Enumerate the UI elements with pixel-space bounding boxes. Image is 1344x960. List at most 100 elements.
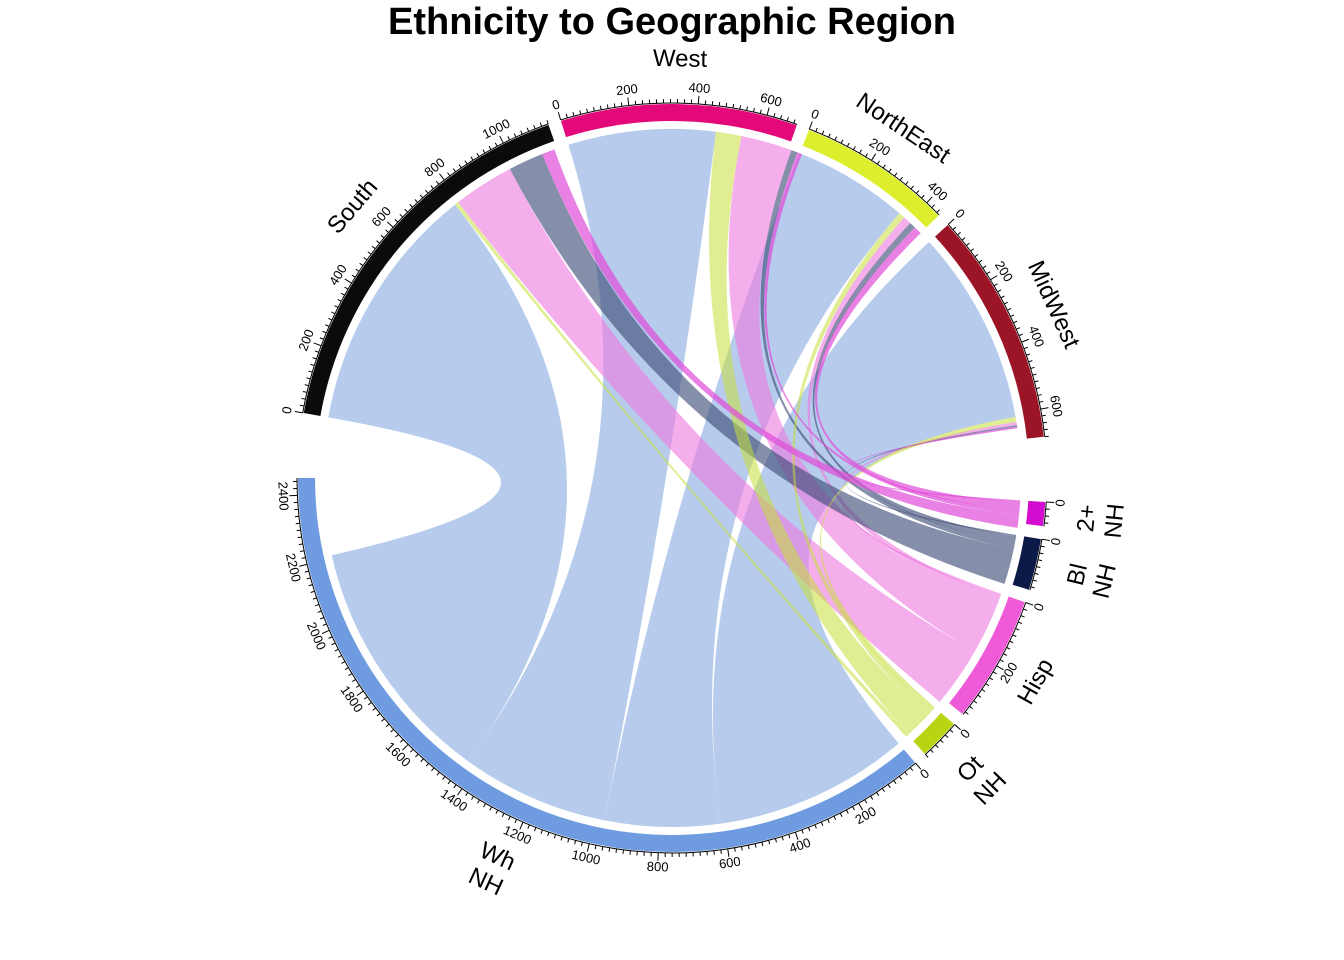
tick-minor <box>807 827 811 832</box>
tick-minor <box>381 718 385 722</box>
chord-hisp-to-west <box>728 135 998 652</box>
tick-minor <box>533 827 537 832</box>
tick-label: 600 <box>759 90 784 110</box>
chart-title: Ethnicity to Geographic Region <box>388 1 956 43</box>
tick-minor <box>1039 552 1044 555</box>
sector-2plus-nh: 0 2+NH <box>1026 499 1130 539</box>
sector-arc-hisp <box>949 596 1025 714</box>
tick-minor <box>970 248 975 252</box>
tick-minor <box>328 317 333 321</box>
tick-minor <box>898 775 903 780</box>
sector-axis-south <box>302 123 549 413</box>
tick-major <box>947 218 955 225</box>
sector-label-west: West <box>653 45 708 73</box>
tick-minor <box>310 363 315 366</box>
tick-minor <box>1032 373 1037 376</box>
tick-minor <box>495 809 499 814</box>
tick-minor <box>973 700 978 704</box>
tick-minor <box>828 133 831 138</box>
tick-label: 400 <box>326 262 350 288</box>
tick-major <box>1025 602 1034 606</box>
tick-minor <box>304 384 309 387</box>
tick-minor <box>935 744 939 749</box>
tick-major <box>386 221 394 228</box>
tick-minor <box>925 754 929 758</box>
tick-minor <box>718 101 721 107</box>
tick-minor <box>297 536 302 539</box>
tick-label: 2400 <box>275 481 291 511</box>
tick-minor <box>1007 308 1012 311</box>
tick-minor <box>337 654 342 658</box>
tick-minor <box>1036 387 1041 390</box>
sector-arc-west <box>560 104 797 142</box>
tick-label: 0 <box>917 766 932 782</box>
tick-minor <box>470 156 474 161</box>
tick-minor <box>930 749 934 753</box>
tick-major <box>356 690 364 697</box>
tick-minor <box>993 283 998 287</box>
tick-minor <box>1042 421 1047 424</box>
tick-major <box>1046 501 1055 504</box>
tick-minor <box>306 577 311 580</box>
tick-minor <box>363 696 368 700</box>
tick-minor <box>572 112 575 117</box>
tick-minor <box>1034 572 1039 575</box>
tick-minor <box>322 330 327 334</box>
tick-minor <box>1037 559 1042 562</box>
tick-minor <box>1013 320 1018 324</box>
tick-minor <box>322 623 327 626</box>
tick-minor <box>940 739 944 744</box>
tick-label: 400 <box>688 80 711 96</box>
tick-minor <box>540 829 543 834</box>
tick-minor <box>430 185 434 190</box>
tick-minor <box>363 257 368 261</box>
tick-minor <box>344 667 349 671</box>
tick-minor <box>425 189 429 194</box>
tick-minor <box>399 213 404 218</box>
tick-minor <box>580 842 583 847</box>
tick-minor <box>325 324 330 327</box>
chord-ot-nh-to-west <box>709 131 928 735</box>
tick-minor <box>820 821 824 826</box>
tick-minor <box>560 836 563 841</box>
tick-major <box>294 411 303 414</box>
tick-minor <box>801 829 804 834</box>
tick-minor <box>508 816 511 821</box>
tick-minor <box>465 792 469 797</box>
tick-minor <box>601 846 604 851</box>
tick-minor <box>483 803 487 808</box>
tick-minor <box>565 113 568 119</box>
tick-minor <box>905 181 909 185</box>
tick-minor <box>527 824 530 829</box>
tick-minor <box>526 127 530 132</box>
tick-minor <box>1018 621 1023 625</box>
tick-minor <box>992 671 997 675</box>
sector-axis-west <box>560 102 798 125</box>
tick-minor <box>334 305 339 308</box>
tick-major <box>808 121 813 130</box>
tick-minor <box>985 683 990 687</box>
tick-major <box>313 342 322 347</box>
tick-minor <box>452 168 456 173</box>
tick-minor <box>1023 608 1028 611</box>
tick-minor <box>989 677 994 681</box>
tick-minor <box>853 146 856 151</box>
tick-minor <box>870 795 874 800</box>
tick-label: 0 <box>809 106 821 123</box>
tick-minor <box>488 145 492 150</box>
tick-label: 200 <box>992 258 1016 284</box>
tick-major <box>1021 338 1030 343</box>
tick-minor <box>846 142 850 147</box>
tick-minor <box>768 840 771 845</box>
tick-minor <box>586 108 589 113</box>
links-layer <box>328 128 1021 828</box>
tick-minor <box>606 104 609 109</box>
tick-minor <box>328 636 333 639</box>
tick-label: 600 <box>718 854 742 872</box>
tick-label: 0 <box>1052 499 1067 507</box>
tick-minor <box>320 617 325 620</box>
tick-minor <box>310 590 315 593</box>
tick-minor <box>936 209 940 213</box>
tick-minor <box>447 172 451 177</box>
tick-minor <box>331 642 336 646</box>
